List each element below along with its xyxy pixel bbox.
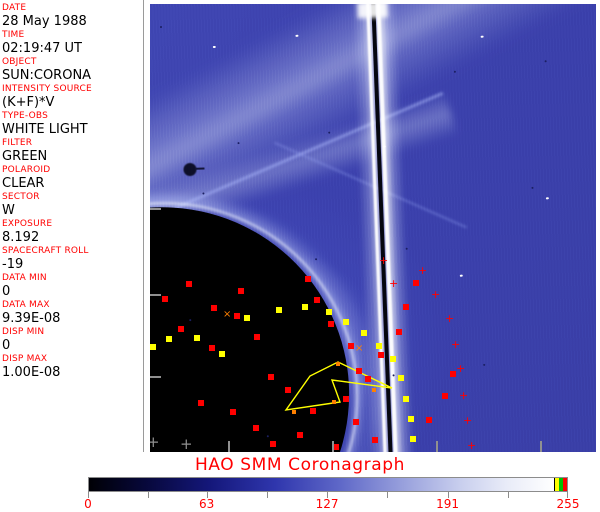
colorbar-gradient	[89, 478, 554, 491]
colorbar-tick	[266, 492, 268, 498]
field-value-data-max: 9.39E-08	[2, 311, 61, 326]
field-value-filter: GREEN	[2, 149, 48, 164]
colorbar-green-stripe	[559, 478, 563, 491]
metadata-field-intensity-source: INTENSITY SOURCE (K+F)*V	[2, 84, 143, 110]
metadata-field-time: TIME 02:19:47 UT	[2, 30, 143, 56]
field-label-type-obs: TYPE-OBS	[2, 111, 49, 121]
colorbar-yellow-stripe	[555, 478, 559, 491]
field-value-polaroid: CLEAR	[2, 176, 45, 191]
metadata-field-disp-min: DISP MIN 0	[2, 327, 143, 353]
field-label-disp-max: DISP MAX	[2, 354, 48, 364]
metadata-field-exposure: EXPOSURE 8.192	[2, 219, 143, 245]
field-label-object: OBJECT	[2, 57, 37, 67]
field-value-disp-min: 0	[2, 338, 11, 353]
colorbar-tick	[327, 492, 329, 498]
colorbar-tick-label: 127	[315, 497, 339, 511]
axis-tick-left	[150, 294, 161, 296]
field-label-intensity-source: INTENSITY SOURCE	[2, 84, 92, 94]
colorbar-tick	[148, 492, 150, 498]
field-value-type-obs: WHITE LIGHT	[2, 122, 88, 137]
field-label-polaroid: POLAROID	[2, 165, 51, 175]
field-value-disp-max: 1.00E-08	[2, 365, 61, 380]
field-label-exposure: EXPOSURE	[2, 219, 53, 229]
axis-tick-bottom	[228, 441, 230, 452]
metadata-field-filter: FILTER GREEN	[2, 138, 143, 164]
colorbar-tick	[206, 492, 208, 498]
metadata-field-type-obs: TYPE-OBS WHITE LIGHT	[2, 111, 143, 137]
field-value-intensity-source: (K+F)*V	[2, 95, 55, 110]
field-value-sector: W	[2, 203, 15, 218]
colorbar-tick-label: 191	[436, 497, 459, 511]
field-label-spacecraft-roll: SPACECRAFT ROLL	[2, 246, 89, 256]
field-value-exposure: 8.192	[2, 230, 40, 245]
data-frame	[150, 4, 596, 452]
colorbar-tick	[88, 492, 89, 498]
colorbar-tick	[387, 492, 389, 498]
colorbar[interactable]	[88, 477, 568, 492]
axis-tick-left-plus: +	[150, 433, 160, 451]
field-label-sector: SECTOR	[2, 192, 40, 202]
field-value-data-min: 0	[2, 284, 11, 299]
field-label-filter: FILTER	[2, 138, 33, 148]
field-label-disp-min: DISP MIN	[2, 327, 45, 337]
field-label-time: TIME	[2, 30, 25, 40]
colorbar-tick-labels: 0 63 127 191 255	[84, 497, 579, 512]
colorbar-tick-label: 255	[556, 497, 580, 511]
colorbar-tick	[567, 492, 568, 498]
axis-tick-left	[150, 208, 161, 210]
field-value-object: SUN:CORONA	[2, 68, 92, 83]
colorbar-tick-label: 63	[198, 497, 215, 511]
axis-tick-bottom-plus: +	[180, 435, 193, 452]
metadata-field-object: OBJECT SUN:CORONA	[2, 57, 143, 83]
field-value-spacecraft-roll: -19	[2, 257, 24, 272]
metadata-field-spacecraft-roll: SPACECRAFT ROLL -19	[2, 246, 143, 272]
colorbar-title: HAO SMM Coronagraph	[194, 455, 406, 475]
metadata-field-data-max: DATA MAX 9.39E-08	[2, 300, 143, 326]
metadata-field-sector: SECTOR W	[2, 192, 143, 218]
colorbar-tick	[507, 492, 509, 498]
colorbar-tick	[447, 492, 449, 498]
field-value-time: 02:19:47 UT	[2, 41, 82, 56]
detector-striping	[150, 4, 596, 452]
metadata-sidebar: DATE 28 May 1988 TIME 02:19:47 UT OBJECT…	[0, 0, 144, 452]
axis-tick-bottom	[436, 441, 438, 452]
axis-tick-left	[150, 376, 161, 378]
field-label-data-min: DATA MIN	[2, 273, 47, 283]
colorbar-red-stripe	[563, 478, 567, 491]
metadata-field-date: DATE 28 May 1988	[2, 3, 143, 29]
metadata-field-polaroid: POLAROID CLEAR	[2, 165, 143, 191]
metadata-field-disp-max: DISP MAX 1.00E-08	[2, 354, 143, 380]
colorbar-tick-label: 0	[84, 497, 92, 511]
field-label-date: DATE	[2, 3, 27, 13]
colorbar-ticks	[88, 492, 568, 499]
metadata-field-data-min: DATA MIN 0	[2, 273, 143, 299]
field-value-date: 28 May 1988	[2, 14, 87, 29]
field-label-data-max: DATA MAX	[2, 300, 50, 310]
axis-tick-bottom	[540, 441, 542, 452]
coronagraph-image[interactable]: + + + + + + + + + + × × + +	[150, 4, 596, 452]
axis-tick-bottom	[332, 441, 334, 452]
